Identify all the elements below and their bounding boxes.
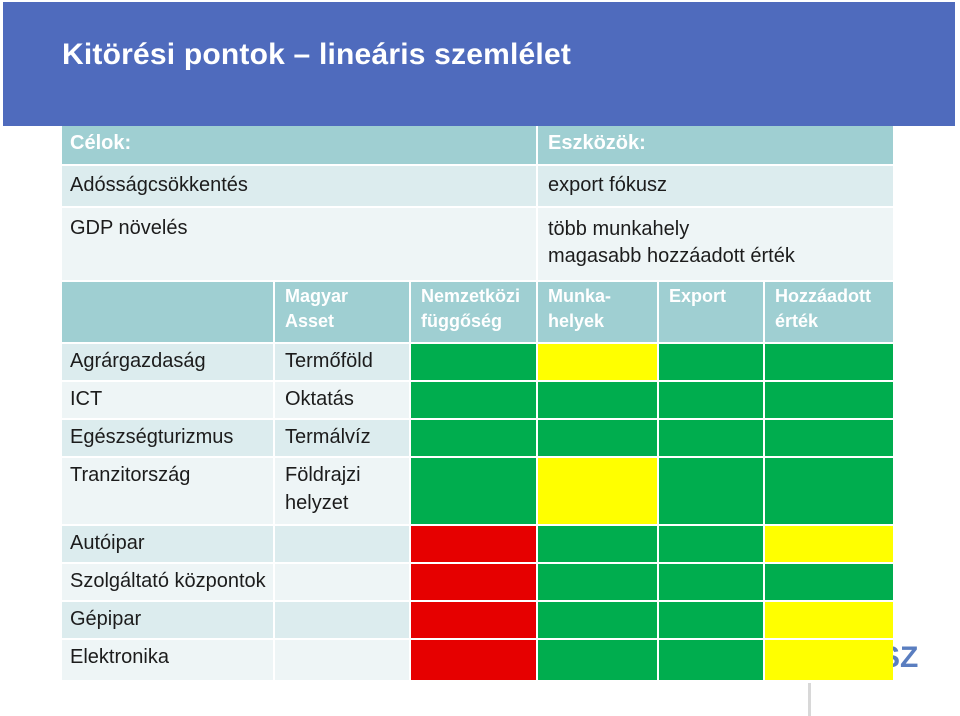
header-asset: Magyar Asset bbox=[275, 282, 409, 342]
header-asset-text: Asset bbox=[285, 311, 335, 331]
rating-dependency-green bbox=[411, 458, 536, 524]
header-value-added: Hozzáadott érték bbox=[765, 282, 893, 342]
rating-jobs-green bbox=[538, 602, 657, 638]
rating-jobs-green bbox=[538, 564, 657, 600]
rating-export-green bbox=[659, 420, 763, 456]
tool-text: magasabb hozzáadott érték bbox=[548, 245, 795, 267]
header-dependency-text: Nemzetközi bbox=[421, 286, 521, 306]
watermark-line bbox=[808, 683, 811, 716]
rating-value-added-green bbox=[765, 420, 893, 456]
header-jobs-text: helyek bbox=[548, 311, 605, 331]
asset-name: Termálvíz bbox=[285, 426, 371, 448]
rating-value-added-green bbox=[765, 458, 893, 524]
sector-name: Szolgáltató központok bbox=[70, 570, 266, 592]
goal-row-1: Adósságcsökkentés bbox=[62, 166, 536, 206]
rating-value-added-yellow bbox=[765, 640, 893, 680]
goals-label: Célok: bbox=[70, 132, 132, 154]
asset-cell bbox=[275, 564, 409, 600]
tool-text: több munkahely bbox=[548, 218, 690, 240]
header-jobs-text: Munka- bbox=[548, 286, 611, 306]
rating-jobs-green bbox=[538, 382, 657, 418]
sector-cell: Agrárgazdaság bbox=[62, 344, 273, 380]
asset-cell: Termálvíz bbox=[275, 420, 409, 456]
tools-label: Eszközök: bbox=[548, 132, 646, 154]
rating-dependency-red bbox=[411, 526, 536, 562]
asset-cell bbox=[275, 640, 409, 680]
header-sector bbox=[62, 282, 273, 342]
header-value-added-text: Hozzáadott bbox=[775, 286, 871, 306]
asset-name: Oktatás bbox=[285, 388, 354, 410]
asset-name: helyzet bbox=[285, 492, 349, 514]
header-jobs: Munka-helyek bbox=[538, 282, 657, 342]
rating-export-green bbox=[659, 602, 763, 638]
title-band: Kitörési pontok – lineáris szemlélet bbox=[0, 0, 960, 128]
header-export: Export bbox=[659, 282, 763, 342]
header-dependency: Nemzetközi függőség bbox=[411, 282, 536, 342]
sector-name: ICT bbox=[70, 388, 103, 410]
rating-value-added-yellow bbox=[765, 602, 893, 638]
rating-value-added-green bbox=[765, 564, 893, 600]
sector-cell: Egészségturizmus bbox=[62, 420, 273, 456]
rating-jobs-green bbox=[538, 526, 657, 562]
rating-dependency-green bbox=[411, 420, 536, 456]
rating-dependency-red bbox=[411, 640, 536, 680]
sector-cell: Autóipar bbox=[62, 526, 273, 562]
slide-title: Kitörési pontok – lineáris szemlélet bbox=[62, 38, 572, 71]
goal-text: GDP növelés bbox=[70, 217, 188, 239]
tools-header: Eszközök: bbox=[538, 126, 893, 164]
rating-export-green bbox=[659, 458, 763, 524]
rating-value-added-yellow bbox=[765, 526, 893, 562]
tool-text: export fókusz bbox=[548, 174, 667, 196]
asset-cell: Termőföld bbox=[275, 344, 409, 380]
sector-cell: Gépipar bbox=[62, 602, 273, 638]
rating-value-added-green bbox=[765, 382, 893, 418]
asset-cell bbox=[275, 602, 409, 638]
header-asset-text: Magyar bbox=[285, 286, 349, 306]
asset-cell: Földrajzi helyzet bbox=[275, 458, 409, 524]
asset-cell bbox=[275, 526, 409, 562]
sector-name: Elektronika bbox=[70, 646, 169, 668]
rating-export-green bbox=[659, 344, 763, 380]
rating-jobs-yellow bbox=[538, 458, 657, 524]
sector-name: Agrárgazdaság bbox=[70, 350, 206, 372]
sector-name: Autóipar bbox=[70, 532, 145, 554]
sector-cell: Szolgáltató központok bbox=[62, 564, 273, 600]
sector-cell: ICT bbox=[62, 382, 273, 418]
goal-row-2: GDP növelés bbox=[62, 208, 536, 280]
sector-name: Egészségturizmus bbox=[70, 426, 234, 448]
rating-dependency-green bbox=[411, 382, 536, 418]
header-dependency-text: függőség bbox=[421, 311, 502, 331]
goals-header: Célok: bbox=[62, 126, 536, 164]
sector-name: Tranzitország bbox=[70, 464, 191, 486]
tool-row-2: több munkahely magasabb hozzáadott érték bbox=[538, 208, 893, 280]
rating-dependency-red bbox=[411, 602, 536, 638]
asset-name: Földrajzi bbox=[285, 464, 361, 486]
sector-cell: Elektronika bbox=[62, 640, 273, 680]
rating-jobs-green bbox=[538, 640, 657, 680]
header-export-text: Export bbox=[669, 286, 727, 306]
asset-cell: Oktatás bbox=[275, 382, 409, 418]
rating-export-green bbox=[659, 382, 763, 418]
asset-name: Termőföld bbox=[285, 350, 373, 372]
rating-export-green bbox=[659, 640, 763, 680]
tool-row-1: export fókusz bbox=[538, 166, 893, 206]
breakout-table: Célok: Eszközök: Adósságcsökkentés export f… bbox=[62, 126, 893, 680]
rating-jobs-yellow bbox=[538, 344, 657, 380]
sector-name: Gépipar bbox=[70, 608, 142, 630]
rating-export-green bbox=[659, 526, 763, 562]
rating-dependency-red bbox=[411, 564, 536, 600]
title-box bbox=[3, 2, 955, 126]
rating-value-added-green bbox=[765, 344, 893, 380]
header-value-added-text: érték bbox=[775, 311, 819, 331]
goal-text: Adósságcsökkentés bbox=[70, 174, 248, 196]
rating-export-green bbox=[659, 564, 763, 600]
rating-dependency-green bbox=[411, 344, 536, 380]
sector-cell: Tranzitország bbox=[62, 458, 273, 524]
rating-jobs-green bbox=[538, 420, 657, 456]
